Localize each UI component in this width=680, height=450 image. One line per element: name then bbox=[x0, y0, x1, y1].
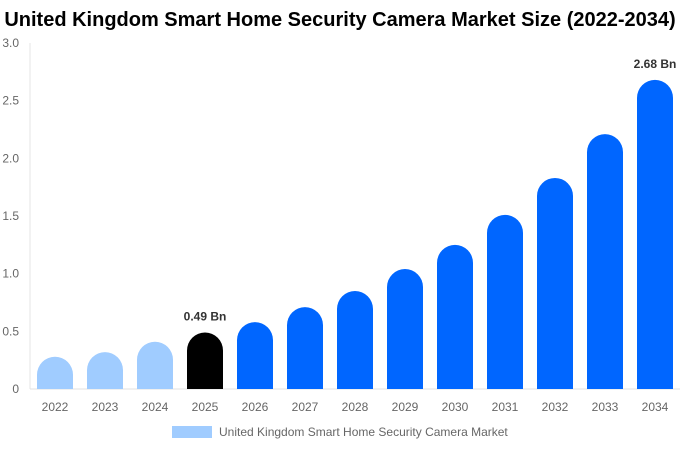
legend-label: United Kingdom Smart Home Security Camer… bbox=[219, 425, 508, 439]
bar-2034 bbox=[637, 79, 673, 389]
chart-title: United Kingdom Smart Home Security Camer… bbox=[4, 9, 676, 31]
bar-2032 bbox=[537, 177, 573, 389]
y-tick-label: 0 bbox=[12, 382, 19, 396]
data-label: 0.49 Bn bbox=[184, 309, 227, 323]
y-tick-label: 1.5 bbox=[2, 209, 19, 223]
y-tick-label: 1.0 bbox=[2, 267, 19, 281]
x-tick-label: 2023 bbox=[92, 400, 119, 414]
bar-2025 bbox=[187, 332, 223, 389]
y-tick-label: 2.0 bbox=[2, 151, 19, 165]
x-tick-label: 2027 bbox=[292, 400, 319, 414]
x-tick-label: 2025 bbox=[192, 400, 219, 414]
bar-2023 bbox=[87, 352, 123, 389]
bar-2028 bbox=[337, 290, 373, 389]
x-tick-label: 2032 bbox=[542, 400, 569, 414]
y-tick-label: 2.5 bbox=[2, 94, 19, 108]
x-tick-label: 2031 bbox=[492, 400, 519, 414]
bar-2026 bbox=[237, 322, 273, 389]
bar-2030 bbox=[437, 244, 473, 389]
legend[interactable]: United Kingdom Smart Home Security Camer… bbox=[172, 425, 508, 439]
bar-2029 bbox=[387, 269, 423, 389]
x-tick-label: 2024 bbox=[142, 400, 169, 414]
y-tick-label: 3.0 bbox=[2, 36, 19, 50]
bar-2031 bbox=[487, 214, 523, 389]
bar-2027 bbox=[287, 307, 323, 389]
data-label: 2.68 Bn bbox=[634, 57, 677, 71]
bar-2022 bbox=[37, 356, 73, 389]
y-tick-label: 0.5 bbox=[2, 324, 19, 338]
x-tick-label: 2033 bbox=[592, 400, 619, 414]
legend-swatch bbox=[172, 426, 212, 438]
x-tick-label: 2030 bbox=[442, 400, 469, 414]
x-tick-label: 2028 bbox=[342, 400, 369, 414]
bar-2024 bbox=[137, 341, 173, 389]
x-tick-label: 2022 bbox=[42, 400, 69, 414]
bar-2033 bbox=[587, 134, 623, 389]
x-tick-label: 2026 bbox=[242, 400, 269, 414]
x-tick-label: 2029 bbox=[392, 400, 419, 414]
x-tick-label: 2034 bbox=[642, 400, 669, 414]
